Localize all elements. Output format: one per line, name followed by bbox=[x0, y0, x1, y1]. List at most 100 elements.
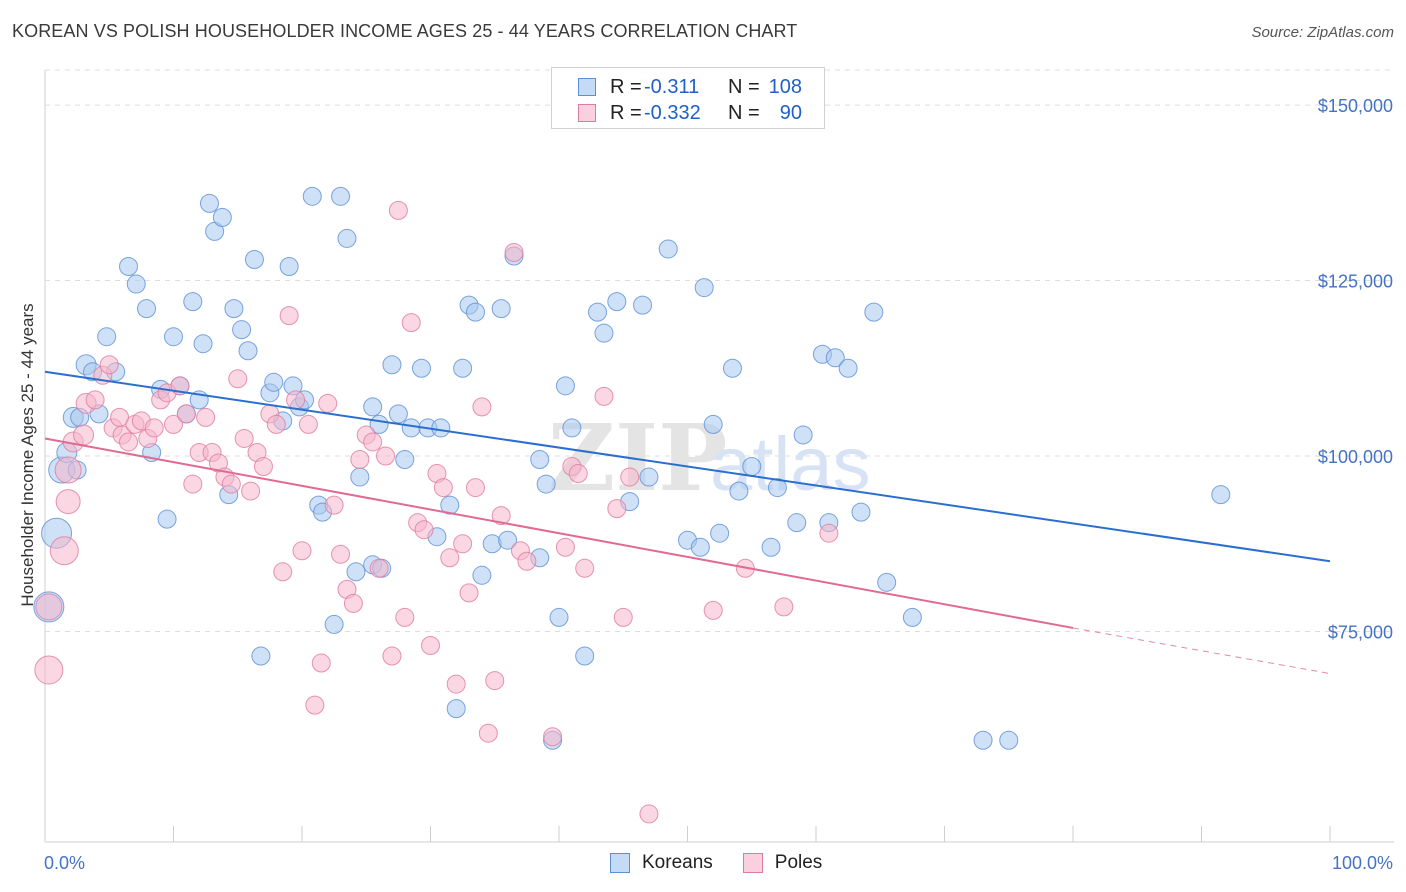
korean-point bbox=[877, 572, 897, 592]
polish-point bbox=[298, 414, 318, 434]
polish-point bbox=[318, 393, 338, 413]
polish-point bbox=[85, 390, 105, 410]
korean-point bbox=[224, 299, 244, 319]
korean-point bbox=[658, 239, 678, 259]
korean-point bbox=[498, 530, 518, 550]
y-tick-label: $100,000 bbox=[1318, 447, 1393, 467]
korean-point bbox=[440, 495, 460, 515]
x-tick-label: 100.0% bbox=[1332, 853, 1393, 873]
r-value: -0.332 bbox=[644, 101, 701, 124]
n-label: N = bbox=[728, 75, 760, 98]
polish-point bbox=[176, 404, 196, 424]
polish-point bbox=[311, 653, 331, 673]
polish-point bbox=[607, 499, 627, 519]
polish-point bbox=[446, 674, 466, 694]
korean-point bbox=[119, 257, 139, 277]
polish-point bbox=[555, 537, 575, 557]
polish-point bbox=[613, 607, 633, 627]
polish-point bbox=[324, 495, 344, 515]
legend-item-koreans[interactable]: Koreans bbox=[610, 852, 713, 874]
polish-point bbox=[350, 450, 370, 470]
polish-point bbox=[292, 541, 312, 561]
korean-point bbox=[851, 502, 871, 522]
korean-point bbox=[767, 478, 787, 498]
korean-point bbox=[694, 278, 714, 298]
polish-point bbox=[517, 551, 537, 571]
korean-point bbox=[412, 358, 432, 378]
r-label: R = bbox=[610, 75, 642, 98]
n-value: 90 bbox=[779, 101, 802, 124]
polish-point bbox=[575, 558, 595, 578]
chart-title: KOREAN VS POLISH HOUSEHOLDER INCOME AGES… bbox=[12, 21, 798, 41]
y-axis-label: Householder Income Ages 25 - 44 years bbox=[18, 303, 37, 606]
korean-point bbox=[787, 513, 807, 533]
polish-point bbox=[221, 474, 241, 494]
korean-point bbox=[710, 523, 730, 543]
korean-point bbox=[212, 207, 232, 227]
koreans-swatch bbox=[610, 853, 630, 873]
korean-point bbox=[999, 730, 1019, 750]
poles-label: Poles bbox=[774, 852, 823, 873]
polish-point bbox=[376, 446, 396, 466]
y-tick-label: $75,000 bbox=[1328, 622, 1393, 642]
korean-point bbox=[761, 537, 781, 557]
polish-point bbox=[421, 635, 440, 655]
korean-point bbox=[244, 249, 264, 269]
korean-point bbox=[302, 186, 322, 206]
polish-point bbox=[279, 306, 299, 326]
korean-point bbox=[1211, 485, 1231, 505]
korean-point bbox=[825, 348, 845, 368]
polish-point bbox=[144, 418, 164, 438]
polish-point bbox=[241, 481, 261, 501]
legend-item-poles[interactable]: Poles bbox=[742, 852, 823, 874]
x-tick-label: 0.0% bbox=[44, 853, 85, 873]
axes bbox=[44, 70, 1394, 843]
korean-point bbox=[482, 534, 502, 554]
korean-trend-line bbox=[44, 370, 1331, 563]
polish-point bbox=[440, 548, 460, 568]
korean-point bbox=[536, 474, 556, 494]
polish-point bbox=[49, 536, 79, 566]
polish-point bbox=[164, 414, 183, 434]
polish-point bbox=[465, 478, 485, 498]
r-label: R = bbox=[610, 101, 642, 124]
korean-point bbox=[157, 509, 177, 529]
polish-point bbox=[395, 607, 415, 627]
korean-point bbox=[395, 450, 415, 470]
polish-point bbox=[234, 428, 254, 448]
korean-point bbox=[279, 257, 299, 277]
korean-point bbox=[838, 358, 858, 378]
polish-point bbox=[253, 457, 273, 477]
polish-point bbox=[459, 583, 479, 603]
korean-point bbox=[793, 425, 813, 445]
n-value: 108 bbox=[768, 75, 802, 98]
korean-point bbox=[575, 646, 595, 666]
polish-point bbox=[472, 397, 492, 417]
korean-point bbox=[346, 562, 366, 582]
korean-point bbox=[331, 186, 351, 206]
korean-point bbox=[472, 565, 492, 585]
korean-point bbox=[126, 274, 146, 294]
korean-point bbox=[729, 481, 749, 501]
korean-point bbox=[97, 327, 117, 347]
polish-point bbox=[331, 544, 351, 564]
korean-point bbox=[594, 323, 614, 343]
polish-point bbox=[414, 520, 434, 540]
polish-point bbox=[34, 655, 64, 685]
korean-point bbox=[973, 730, 993, 750]
polish-point bbox=[305, 695, 325, 715]
polish-point bbox=[620, 467, 640, 487]
korean-point bbox=[431, 418, 451, 438]
korean-point bbox=[193, 334, 213, 354]
korean-point bbox=[722, 358, 742, 378]
polish-point bbox=[388, 200, 408, 220]
r-value: -0.311 bbox=[644, 75, 700, 98]
polish-point bbox=[478, 723, 498, 743]
korean-point bbox=[446, 699, 466, 719]
korean-point bbox=[491, 299, 511, 319]
y-tick-label: $150,000 bbox=[1318, 96, 1393, 116]
polish-point bbox=[54, 456, 82, 484]
korean-point bbox=[232, 320, 252, 340]
polish-point bbox=[543, 727, 563, 747]
